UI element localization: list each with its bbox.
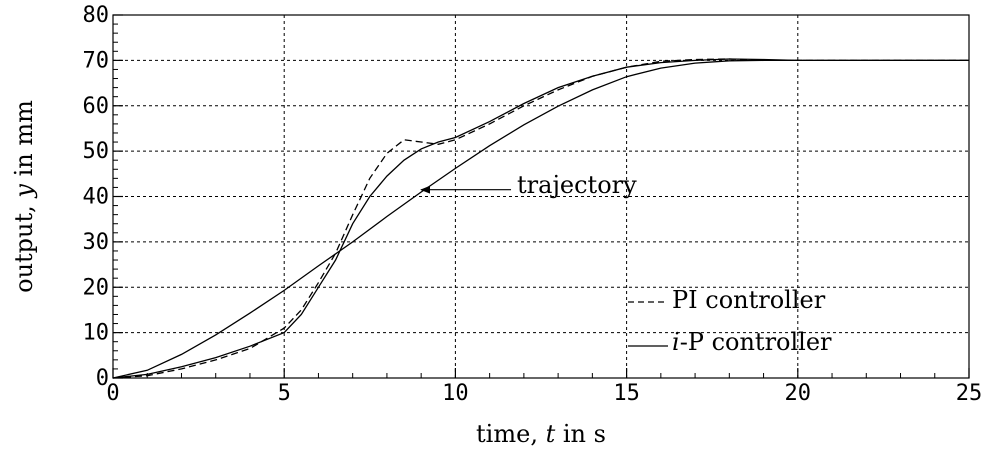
y-label-unit: in mm [10,100,38,184]
legend: PI controller i-P controller [628,286,832,356]
x-label-part: time, [476,420,546,448]
x-axis-label: time, t in s [476,420,606,448]
annotation-label: trajectory [517,171,637,199]
y-label-part: output, [10,198,38,293]
y-tick-label: 30 [83,230,110,255]
y-tick-label: 50 [83,139,110,164]
legend-label: i-P controller [672,328,832,356]
x-label-var: t [546,420,556,448]
series-group [112,58,969,379]
x-tick-label: 10 [442,381,469,406]
x-tick-label: 25 [956,381,983,406]
y-tick-label: 60 [83,94,110,119]
x-label-unit: in s [555,420,606,448]
x-tick-label: 15 [613,381,640,406]
y-tick-label: 40 [83,185,110,210]
series-line-i-p-controller [112,58,969,379]
y-tick-label: 10 [83,321,110,346]
plot-frame [112,14,970,379]
x-tick-label: 0 [106,381,119,406]
series-line-trajectory [112,59,969,379]
grid [113,15,969,378]
y-tick-label: 20 [83,275,110,300]
y-tick-label: 80 [83,3,110,28]
annotation: trajectory [420,171,637,199]
y-tick-label: 70 [83,48,110,73]
tick-labels: 0 5 10 15 20 25 0 10 20 30 40 50 60 70 80 [83,3,983,406]
legend-label: PI controller [672,286,826,314]
series-line-pi-controller [112,58,969,379]
y-label-var: y [10,184,38,199]
y-tick-label: 0 [96,366,109,391]
x-tick-label: 5 [278,381,291,406]
y-axis-label: output, y in mm [10,100,38,293]
x-tick-label: 20 [785,381,812,406]
